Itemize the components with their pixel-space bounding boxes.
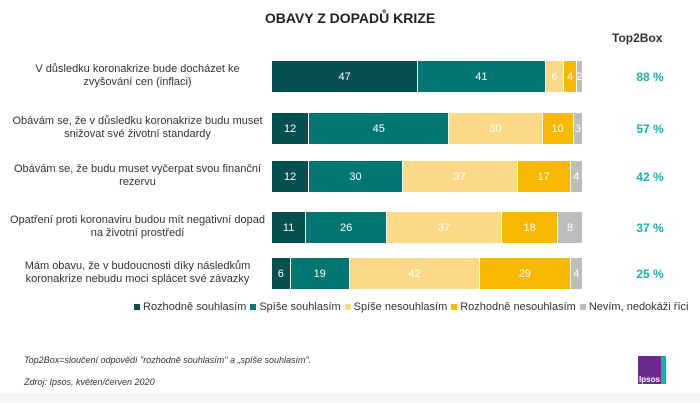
stacked-bar: 11 26 37 18 8 — [272, 212, 583, 243]
bar-segment: 4 — [570, 258, 583, 289]
data-label: 11 — [282, 221, 295, 234]
category-label: Obávám se, že budu muset vyčerpat svou f… — [13, 163, 262, 188]
bar-segment: 11 — [272, 212, 307, 243]
stacked-bar: 12 45 30 10 3 — [272, 113, 583, 144]
category-label: Opatření proti koronaviru budou mít nega… — [10, 214, 265, 239]
data-label: 47 — [338, 70, 351, 83]
bar-segment: 10 — [542, 113, 574, 144]
legend-label: Rozhodně souhlasím — [143, 301, 247, 313]
bar-segment: 4 — [564, 61, 577, 92]
bar-segment: 45 — [309, 113, 450, 144]
legend-swatch — [344, 304, 351, 310]
data-label: 30 — [489, 122, 502, 135]
bar-segment: 30 — [309, 161, 403, 192]
bar-segment: 37 — [402, 161, 518, 192]
bar-segment: 12 — [272, 161, 310, 192]
footer-strip — [0, 393, 700, 403]
top2box-header: Top2Box — [612, 31, 663, 45]
bar-segment: 12 — [272, 113, 310, 144]
stacked-bar: 47 41 6 4 2 — [272, 61, 583, 92]
data-label: 6 — [277, 267, 284, 280]
legend-swatch — [579, 304, 586, 310]
bar-segment: 26 — [306, 212, 388, 243]
chart-title: OBAVY Z DOPADŮ KRIZE — [264, 10, 436, 26]
legend-swatch — [250, 304, 257, 310]
data-label: 26 — [340, 221, 353, 234]
data-label: 6 — [551, 70, 558, 83]
bar-segment: 47 — [272, 61, 419, 92]
top2box-value: 57 % — [636, 122, 664, 136]
data-label: 4 — [566, 70, 574, 83]
data-label: 10 — [551, 122, 564, 135]
data-label: 18 — [523, 221, 536, 234]
data-label: 3 — [574, 122, 581, 135]
bar-segment: 17 — [517, 161, 571, 192]
bar-segment: 18 — [502, 212, 559, 243]
data-label: 4 — [573, 267, 580, 280]
top2box-value: 25 % — [636, 267, 664, 281]
stacked-bar: 6 19 42 29 4 — [272, 258, 583, 289]
bar-segment: 19 — [290, 258, 350, 289]
data-label: 2 — [576, 70, 583, 83]
data-label: 17 — [537, 170, 550, 183]
legend-swatch — [451, 304, 458, 310]
bar-segment: 41 — [418, 61, 546, 92]
data-label: 12 — [284, 122, 297, 135]
legend-item: Spíše souhlasím — [250, 301, 341, 313]
legend-label: Rozhodně nesouhlasím — [460, 301, 576, 313]
legend-label: Spíše nesouhlasím — [353, 301, 448, 313]
data-label: 19 — [313, 267, 326, 280]
category-label: Obávám se, že v důsledku koronakrize bud… — [12, 115, 263, 140]
data-label: 8 — [566, 221, 574, 234]
bar-segment: 2 — [576, 61, 583, 92]
legend: Rozhodně souhlasím Spíše souhlasím Spíše n… — [134, 301, 688, 313]
ipsos-logo: Ipsos — [638, 356, 666, 384]
data-label: 30 — [349, 170, 362, 183]
legend-label: Spíše souhlasím — [259, 301, 341, 313]
bar-segment: 3 — [573, 113, 583, 144]
data-label: 12 — [284, 170, 297, 183]
bar-segment: 30 — [449, 113, 543, 144]
data-label: 45 — [372, 122, 385, 135]
bar-segment: 8 — [558, 212, 583, 243]
data-label: 4 — [573, 170, 580, 183]
data-label: 37 — [453, 170, 466, 183]
bar-segment: 37 — [387, 212, 503, 243]
bar-segment: 29 — [480, 258, 571, 289]
legend-swatch — [134, 304, 140, 310]
top2box-value: 42 % — [636, 170, 664, 184]
data-label: 29 — [518, 267, 532, 280]
legend-item: Rozhodně souhlasím — [134, 301, 246, 313]
legend-label: Nevím, nedokáži říci — [588, 301, 689, 313]
top2box-value: 88 % — [636, 70, 664, 84]
data-label: 37 — [437, 221, 451, 234]
top2box-value: 37 % — [636, 221, 664, 235]
category-label: Mám obavu, že v budoucnosti díky následk… — [24, 260, 251, 285]
stacked-bar: 12 30 37 17 4 — [272, 161, 583, 192]
bar-segment: 4 — [570, 161, 583, 192]
bar-segment: 6 — [272, 258, 291, 289]
bar-segment: 42 — [349, 258, 481, 289]
logo-text: Ipsos — [639, 375, 660, 384]
definition-note: Top2Box=sloučení odpovědí "rozhodně souh… — [24, 355, 312, 365]
legend-item: Rozhodně nesouhlasím — [451, 301, 576, 313]
legend-item: Nevím, nedokáži říci — [579, 301, 689, 313]
data-label: 41 — [475, 70, 488, 83]
bar-segment: 6 — [545, 61, 565, 92]
legend-item: Spíše nesouhlasím — [344, 301, 448, 313]
category-label: V důsledku koronakrize bude docházet ke … — [35, 63, 240, 88]
data-label: 42 — [408, 267, 421, 280]
source-note: Zdroj: Ipsos, květen/červen 2020 — [24, 377, 155, 387]
